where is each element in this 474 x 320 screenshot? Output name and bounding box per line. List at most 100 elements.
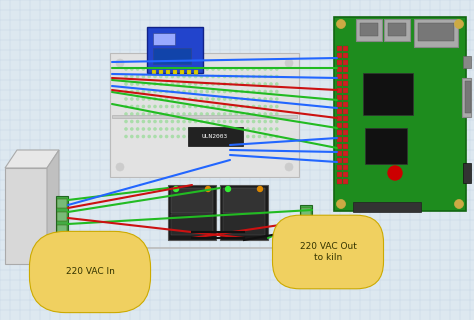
- Circle shape: [276, 76, 278, 78]
- Circle shape: [189, 83, 191, 85]
- Bar: [343, 81, 348, 86]
- Circle shape: [257, 187, 263, 191]
- FancyBboxPatch shape: [384, 19, 410, 41]
- Circle shape: [165, 98, 168, 100]
- Circle shape: [194, 83, 197, 85]
- Circle shape: [171, 128, 173, 130]
- Circle shape: [177, 91, 179, 92]
- Bar: [57, 199, 67, 208]
- Circle shape: [206, 68, 208, 70]
- Circle shape: [258, 113, 261, 115]
- Circle shape: [194, 98, 197, 100]
- Bar: [56, 196, 68, 251]
- Circle shape: [142, 68, 145, 70]
- Circle shape: [177, 135, 179, 138]
- Circle shape: [177, 113, 179, 115]
- Circle shape: [253, 91, 255, 92]
- Circle shape: [148, 68, 150, 70]
- Circle shape: [131, 135, 133, 138]
- Bar: [363, 73, 413, 115]
- Circle shape: [229, 120, 231, 123]
- Circle shape: [218, 105, 220, 108]
- Circle shape: [276, 98, 278, 100]
- Bar: [343, 123, 348, 128]
- Circle shape: [171, 135, 173, 138]
- Circle shape: [212, 76, 214, 78]
- Circle shape: [235, 105, 237, 108]
- Circle shape: [201, 68, 202, 70]
- Circle shape: [246, 68, 249, 70]
- Circle shape: [258, 135, 261, 138]
- Bar: [337, 109, 342, 114]
- Circle shape: [142, 91, 145, 92]
- Circle shape: [125, 76, 127, 78]
- Circle shape: [148, 76, 150, 78]
- Circle shape: [160, 98, 162, 100]
- Circle shape: [224, 76, 226, 78]
- Bar: [343, 165, 348, 170]
- Circle shape: [276, 113, 278, 115]
- Bar: [463, 163, 471, 183]
- Circle shape: [148, 113, 150, 115]
- Circle shape: [160, 135, 162, 138]
- Circle shape: [253, 83, 255, 85]
- Circle shape: [137, 98, 139, 100]
- Circle shape: [253, 68, 255, 70]
- Circle shape: [125, 135, 127, 138]
- Bar: [152, 70, 156, 75]
- Circle shape: [270, 135, 272, 138]
- Circle shape: [165, 68, 168, 70]
- Circle shape: [201, 128, 202, 130]
- Circle shape: [194, 128, 197, 130]
- Circle shape: [194, 113, 197, 115]
- Bar: [57, 212, 67, 221]
- Circle shape: [148, 128, 150, 130]
- Circle shape: [270, 113, 272, 115]
- Circle shape: [264, 76, 266, 78]
- Bar: [343, 172, 348, 177]
- Circle shape: [171, 105, 173, 108]
- Circle shape: [276, 91, 278, 92]
- Circle shape: [160, 91, 162, 92]
- Circle shape: [235, 91, 237, 92]
- Circle shape: [189, 68, 191, 70]
- Bar: [171, 188, 213, 213]
- Circle shape: [224, 105, 226, 108]
- Circle shape: [241, 98, 243, 100]
- Circle shape: [142, 128, 145, 130]
- Circle shape: [148, 120, 150, 123]
- Circle shape: [206, 91, 208, 92]
- Circle shape: [241, 68, 243, 70]
- Circle shape: [183, 128, 185, 130]
- Circle shape: [137, 128, 139, 130]
- Circle shape: [142, 113, 145, 115]
- Circle shape: [276, 83, 278, 85]
- Bar: [159, 70, 163, 75]
- Circle shape: [154, 91, 156, 92]
- Circle shape: [165, 83, 168, 85]
- Circle shape: [137, 105, 139, 108]
- Circle shape: [189, 98, 191, 100]
- Circle shape: [241, 113, 243, 115]
- Bar: [337, 88, 342, 93]
- Polygon shape: [47, 150, 59, 264]
- Bar: [337, 67, 342, 72]
- Circle shape: [183, 135, 185, 138]
- Circle shape: [224, 120, 226, 123]
- Bar: [337, 46, 342, 51]
- Circle shape: [131, 68, 133, 70]
- Circle shape: [148, 98, 150, 100]
- Circle shape: [264, 128, 266, 130]
- Circle shape: [201, 76, 202, 78]
- Bar: [343, 109, 348, 114]
- Circle shape: [270, 128, 272, 130]
- Circle shape: [171, 91, 173, 92]
- Circle shape: [160, 113, 162, 115]
- FancyBboxPatch shape: [463, 77, 472, 116]
- Bar: [343, 144, 348, 149]
- Circle shape: [194, 68, 197, 70]
- Circle shape: [218, 113, 220, 115]
- Bar: [57, 238, 67, 247]
- Circle shape: [148, 91, 150, 92]
- Circle shape: [189, 120, 191, 123]
